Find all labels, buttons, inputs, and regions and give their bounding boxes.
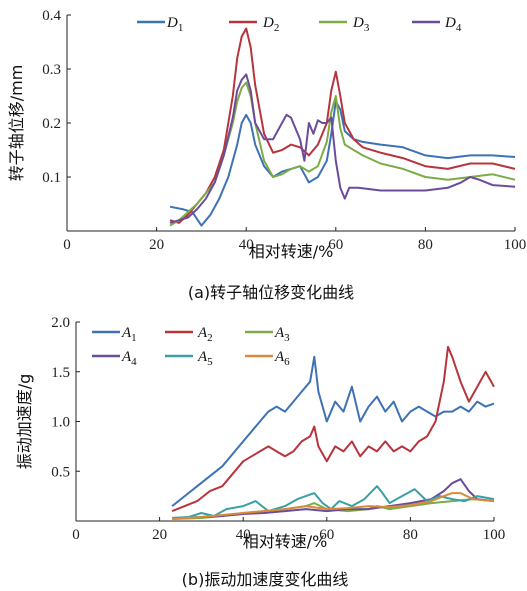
- chart-caption: (b)振动加速度变化曲线: [182, 570, 349, 589]
- x-tick-label: 100: [504, 237, 527, 253]
- legend-label-d3: D3: [352, 15, 370, 34]
- legend-label-a4: A4: [121, 349, 137, 368]
- x-axis-label: 相对转速/%: [243, 532, 328, 551]
- panel-b-chart: 0 20 40 60 80 100 0.5 1.0 1.5 2.0 相对转速/% 振动加速度/g (b)…: [15, 315, 505, 589]
- y-tick-label: 1.0: [51, 415, 70, 431]
- x-tick-label: 60: [328, 237, 343, 253]
- y-tick-label: 2.0: [51, 315, 70, 331]
- y-tick-label: 0.3: [42, 62, 61, 78]
- x-tick-label: 40: [236, 527, 251, 543]
- series-line-a5: [172, 485, 495, 519]
- x-axis-label: 相对转速/%: [249, 242, 334, 261]
- legend-label-a1: A1: [121, 325, 137, 344]
- series-line-d4: [169, 73, 516, 224]
- series-line-a6: [172, 492, 495, 520]
- y-axis-label: 振动加速度/g: [15, 374, 34, 470]
- y-axis-label: 转子轴位移/mm: [7, 65, 26, 182]
- series-line-a2: [171, 345, 495, 513]
- y-tick-label: 0.5: [51, 464, 70, 480]
- x-tick-label: 60: [319, 527, 334, 543]
- x-tick-label: 80: [403, 527, 418, 543]
- y-tick-label: 0.4: [42, 8, 61, 24]
- x-tick-label: 20: [152, 527, 167, 543]
- legend-label-d2: D2: [262, 15, 279, 34]
- x-tick-label: 20: [149, 237, 164, 253]
- legend-label-a3: A3: [274, 325, 290, 344]
- chart-caption: (a)转子轴位移变化曲线: [188, 283, 354, 302]
- legend-label-d4: D4: [444, 15, 462, 34]
- y-tick-label: 0.1: [42, 170, 61, 186]
- legend-label-a6: A6: [274, 349, 290, 368]
- series-line-d2: [169, 27, 516, 224]
- legend-label-d1: D1: [166, 15, 183, 34]
- y-tick-label: 0.2: [42, 116, 61, 132]
- x-tick-label: 0: [63, 237, 71, 253]
- x-tick-label: 40: [239, 237, 254, 253]
- y-tick-label: 1.5: [51, 365, 70, 381]
- x-tick-label: 80: [418, 237, 433, 253]
- legend-label-a2: A2: [197, 325, 213, 344]
- x-tick-label: 0: [72, 527, 80, 543]
- x-tick-label: 100: [483, 527, 506, 543]
- legend-label-a5: A5: [197, 349, 213, 368]
- panel-a-chart: 0 20 40 60 80 100 0.1 0.2 0.3 0.4 相对转速/% 转子轴位移/mm (a…: [7, 8, 526, 302]
- series-line-a1: [171, 355, 495, 507]
